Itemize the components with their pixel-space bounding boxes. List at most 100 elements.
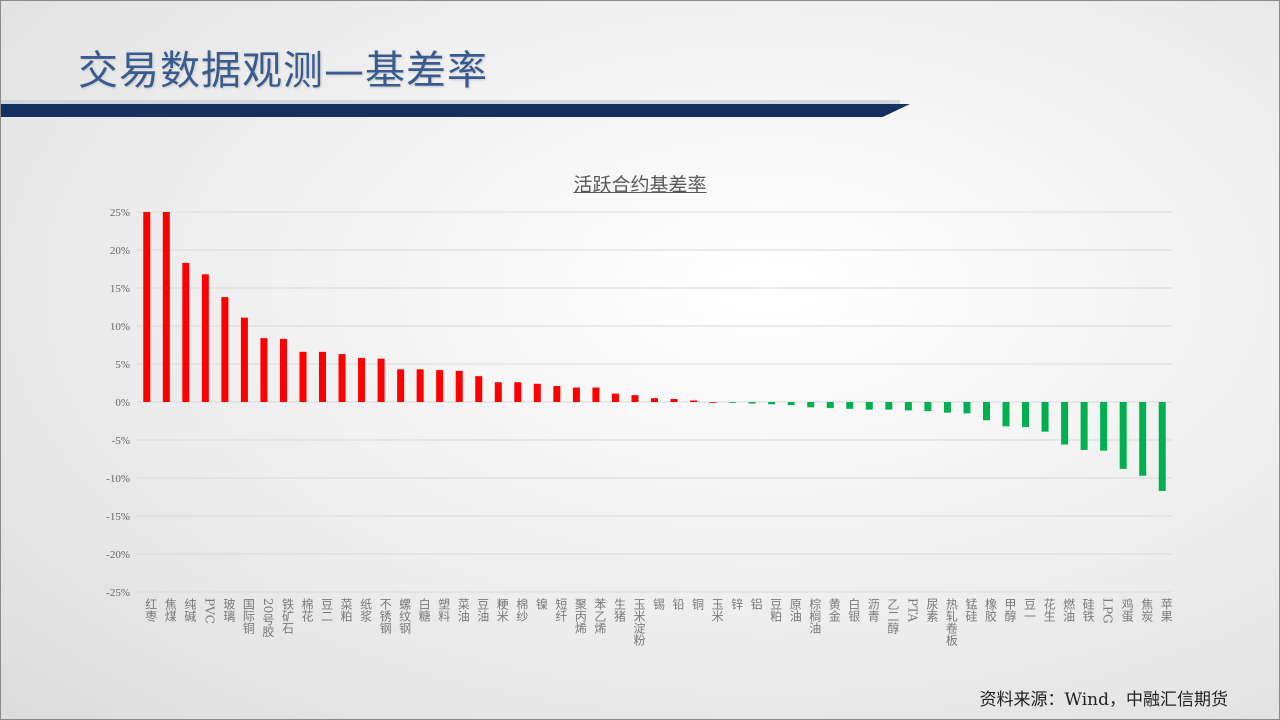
bar bbox=[1041, 402, 1049, 432]
bar bbox=[143, 212, 151, 402]
bar bbox=[963, 402, 971, 414]
x-tick-label: 豆一 bbox=[1023, 598, 1037, 622]
x-tick-label: 铝 bbox=[749, 597, 763, 610]
bar bbox=[611, 393, 619, 402]
bar bbox=[338, 354, 346, 402]
x-tick-label: 黄金 bbox=[827, 598, 841, 622]
x-tick-label: 螺纹钢 bbox=[398, 598, 412, 634]
x-tick-label: 苯乙烯 bbox=[593, 598, 607, 634]
x-tick-label: 红枣 bbox=[144, 597, 158, 623]
bar bbox=[514, 382, 522, 402]
bar bbox=[865, 402, 873, 410]
x-tick-label: 燃油 bbox=[1062, 597, 1076, 622]
x-tick-label: LPG bbox=[1101, 598, 1115, 624]
bar bbox=[1002, 402, 1010, 427]
bar bbox=[592, 387, 600, 402]
page-title: 交易数据观测—基差率 bbox=[78, 48, 488, 94]
bar bbox=[690, 400, 698, 402]
chart-title-wrap: 活跃合约基差率 bbox=[0, 170, 1280, 197]
x-tick-label: 橡胶 bbox=[983, 598, 997, 623]
bar bbox=[397, 369, 405, 402]
x-tick-label: 原油 bbox=[788, 598, 802, 622]
bar bbox=[768, 402, 776, 405]
bar bbox=[475, 376, 483, 402]
bar bbox=[240, 317, 248, 402]
x-tick-label: 铜 bbox=[691, 597, 705, 610]
x-tick-label: 豆二 bbox=[320, 598, 334, 622]
bar bbox=[436, 370, 444, 402]
bar bbox=[1119, 402, 1127, 469]
x-tick-label: 棉花 bbox=[300, 598, 314, 623]
x-tick-label: 20号胶 bbox=[261, 598, 275, 638]
bar bbox=[709, 402, 717, 403]
header-bar bbox=[0, 104, 910, 117]
bar bbox=[1100, 402, 1108, 451]
bar bbox=[885, 402, 893, 410]
x-tick-label: 沥青 bbox=[866, 598, 880, 623]
chart-title: 活跃合约基差率 bbox=[573, 174, 707, 196]
x-tick-label: 粳米 bbox=[495, 598, 509, 622]
x-tick-label: 尿素 bbox=[925, 598, 939, 622]
bar bbox=[162, 212, 170, 402]
x-tick-label: 豆粕 bbox=[769, 598, 783, 622]
bar bbox=[729, 402, 737, 403]
x-tick-label: 铁矿石 bbox=[280, 598, 294, 634]
x-tick-label: 菜粕 bbox=[339, 598, 353, 622]
y-tick-label: 0% bbox=[115, 397, 130, 409]
bar bbox=[807, 402, 815, 408]
bar bbox=[201, 274, 209, 402]
bar bbox=[943, 402, 951, 413]
x-tick-label: 镍 bbox=[534, 598, 548, 610]
bar bbox=[455, 370, 463, 402]
bar bbox=[377, 358, 385, 402]
x-tick-label: 硅铁 bbox=[1081, 598, 1095, 622]
bar bbox=[319, 351, 327, 402]
bar bbox=[631, 395, 639, 402]
x-tick-label: 苹果 bbox=[1159, 598, 1173, 622]
header-accent-line bbox=[0, 100, 900, 104]
x-tick-label: 生猪 bbox=[612, 598, 626, 623]
bar bbox=[904, 402, 912, 411]
y-tick-label: 15% bbox=[110, 283, 130, 295]
bar bbox=[221, 297, 229, 402]
bar bbox=[182, 262, 190, 402]
y-tick-label: -25% bbox=[106, 587, 130, 599]
x-tick-label: 锡 bbox=[652, 597, 666, 611]
bar bbox=[670, 398, 678, 402]
y-tick-label: -20% bbox=[106, 549, 130, 561]
x-tick-label: 乙二醇 bbox=[886, 598, 900, 634]
bar bbox=[494, 382, 502, 402]
bar bbox=[826, 402, 834, 409]
bar bbox=[299, 351, 307, 402]
bar bbox=[260, 338, 268, 402]
bar bbox=[1158, 402, 1166, 491]
x-tick-label: 玻璃 bbox=[222, 598, 236, 623]
bar bbox=[533, 383, 541, 402]
bar bbox=[1022, 402, 1030, 428]
x-tick-label: 鸡蛋 bbox=[1120, 597, 1134, 623]
bar bbox=[651, 398, 658, 402]
bar bbox=[553, 386, 561, 402]
bar bbox=[1139, 402, 1147, 476]
x-tick-label: 塑料 bbox=[437, 597, 451, 622]
x-tick-label: 焦煤 bbox=[163, 598, 177, 622]
bar bbox=[416, 369, 424, 402]
x-tick-label: 棉纱 bbox=[515, 598, 529, 622]
x-tick-label: 铅 bbox=[671, 598, 685, 610]
bar bbox=[358, 357, 366, 402]
x-tick-label: 白糖 bbox=[417, 597, 431, 623]
y-tick-label: -15% bbox=[106, 511, 130, 523]
y-tick-label: 20% bbox=[110, 245, 130, 257]
source-note: 资料来源：Wind，中融汇信期货 bbox=[979, 690, 1228, 710]
bar bbox=[924, 402, 932, 412]
x-tick-label: 白银 bbox=[847, 597, 861, 622]
x-tick-label: 热轧卷板 bbox=[944, 598, 958, 647]
x-tick-label: 棕榈油 bbox=[808, 597, 822, 634]
bar bbox=[1080, 402, 1088, 450]
x-tick-label: 国际铜 bbox=[241, 598, 255, 634]
y-tick-label: -10% bbox=[106, 473, 130, 485]
y-tick-label: -5% bbox=[112, 435, 130, 447]
x-tick-label: 纸浆 bbox=[359, 598, 373, 622]
x-tick-label: 甲醇 bbox=[1003, 598, 1017, 622]
